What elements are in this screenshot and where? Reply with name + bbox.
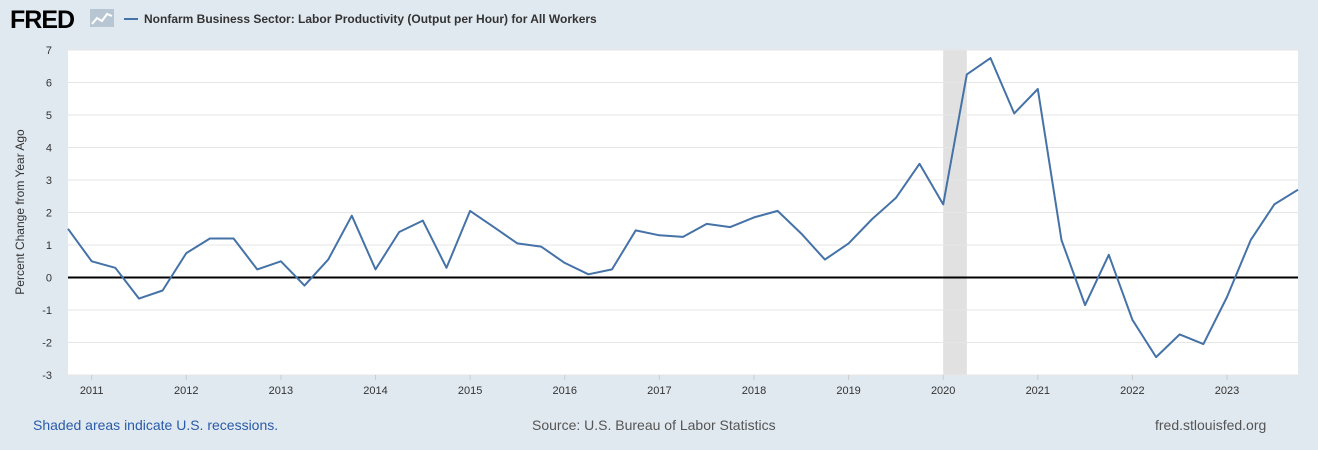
x-tick-label: 2014: [363, 385, 387, 397]
y-tick-label: 2: [46, 208, 52, 220]
legend-series-label: Nonfarm Business Sector: Labor Productiv…: [144, 12, 597, 26]
x-tick-label: 2020: [931, 385, 955, 397]
fred-logo[interactable]: FRED: [10, 6, 75, 34]
line-chart: 7 6 5 4 3 2 1 0 -1 -2 -3 2011 2012 2013 2014 2015 2016 2…: [42, 45, 1299, 397]
chart-header: FRED Nonfarm Business Sector: Labor Prod…: [0, 0, 1318, 40]
x-tick-label: 2011: [80, 385, 104, 397]
x-tick-label: 2021: [1026, 385, 1050, 397]
y-tick-label: -2: [42, 338, 52, 350]
x-tick-label: 2018: [742, 385, 766, 397]
legend-swatch: [124, 18, 138, 20]
y-tick-label: -3: [42, 370, 52, 382]
y-tick-label: -1: [42, 305, 52, 317]
x-tick-label: 2019: [836, 385, 860, 397]
recession-note[interactable]: Shaded areas indicate U.S. recessions.: [33, 417, 279, 433]
y-tick-label: 3: [46, 175, 52, 187]
x-tick-label: 2022: [1120, 385, 1144, 397]
x-tick-label: 2023: [1215, 385, 1239, 397]
source-note: Source: U.S. Bureau of Labor Statistics: [532, 417, 776, 433]
y-tick-label: 5: [46, 110, 52, 122]
fred-chart-icon: [90, 9, 114, 27]
series-line: [67, 57, 1299, 359]
site-link[interactable]: fred.stlouisfed.org: [1155, 417, 1267, 433]
y-tick-label: 4: [46, 143, 52, 155]
x-tick-label: 2016: [552, 385, 576, 397]
x-tick-label: 2012: [174, 385, 198, 397]
y-tick-label: 6: [46, 78, 52, 90]
y-tick-label: 7: [46, 45, 52, 57]
y-tick-label: 1: [46, 240, 52, 252]
x-tick-label: 2013: [269, 385, 293, 397]
x-tick-label: 2015: [458, 385, 482, 397]
y-tick-label: 0: [46, 273, 52, 285]
x-tick-label: 2017: [647, 385, 671, 397]
legend: Nonfarm Business Sector: Labor Productiv…: [124, 12, 597, 26]
